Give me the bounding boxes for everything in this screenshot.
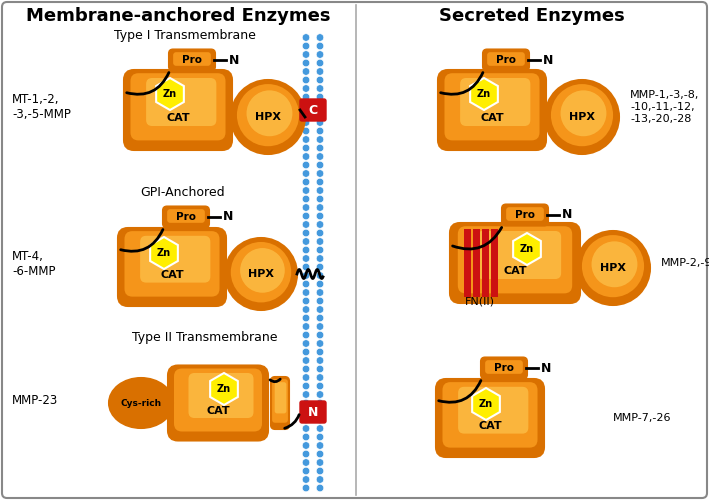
Circle shape: [302, 314, 310, 322]
Text: Pro: Pro: [176, 212, 196, 222]
FancyBboxPatch shape: [271, 377, 289, 429]
FancyBboxPatch shape: [481, 358, 527, 378]
FancyBboxPatch shape: [438, 70, 546, 150]
Circle shape: [316, 288, 324, 296]
Text: HPX: HPX: [248, 269, 274, 279]
Circle shape: [302, 484, 310, 492]
Circle shape: [316, 280, 324, 288]
Ellipse shape: [114, 382, 168, 424]
Circle shape: [302, 76, 310, 84]
Circle shape: [316, 50, 324, 58]
Text: FN(II): FN(II): [465, 297, 495, 307]
Circle shape: [316, 76, 324, 84]
Circle shape: [316, 136, 324, 143]
FancyBboxPatch shape: [124, 70, 232, 150]
Circle shape: [302, 382, 310, 390]
FancyBboxPatch shape: [118, 228, 226, 306]
Circle shape: [316, 433, 324, 441]
Text: Pro: Pro: [496, 55, 516, 65]
Circle shape: [316, 263, 324, 271]
Circle shape: [316, 365, 324, 373]
Circle shape: [302, 408, 310, 416]
Circle shape: [316, 229, 324, 237]
Circle shape: [302, 68, 310, 76]
FancyBboxPatch shape: [502, 204, 548, 226]
Circle shape: [316, 356, 324, 364]
FancyBboxPatch shape: [300, 99, 326, 121]
Circle shape: [302, 42, 310, 50]
Circle shape: [316, 467, 324, 475]
Circle shape: [302, 254, 310, 262]
Circle shape: [240, 248, 285, 292]
Circle shape: [302, 238, 310, 246]
Text: Zn: Zn: [477, 89, 491, 99]
Circle shape: [316, 390, 324, 398]
Circle shape: [302, 102, 310, 110]
Text: C: C: [308, 104, 318, 117]
FancyBboxPatch shape: [168, 366, 268, 440]
Circle shape: [302, 331, 310, 339]
Bar: [472, 229, 479, 297]
Polygon shape: [472, 388, 500, 420]
Circle shape: [316, 297, 324, 305]
Polygon shape: [470, 78, 498, 110]
Circle shape: [302, 424, 310, 432]
Circle shape: [316, 458, 324, 466]
Circle shape: [231, 80, 305, 154]
Text: HPX: HPX: [600, 263, 626, 273]
Text: Cys-rich: Cys-rich: [121, 398, 162, 407]
Circle shape: [302, 450, 310, 458]
Circle shape: [316, 127, 324, 135]
FancyBboxPatch shape: [458, 226, 572, 294]
Text: Membrane-anchored Enzymes: Membrane-anchored Enzymes: [26, 7, 330, 25]
Circle shape: [316, 442, 324, 450]
Circle shape: [302, 144, 310, 152]
Circle shape: [302, 170, 310, 177]
Text: Pro: Pro: [515, 210, 535, 220]
FancyBboxPatch shape: [436, 379, 544, 457]
Text: HPX: HPX: [569, 112, 595, 122]
Circle shape: [316, 484, 324, 492]
Circle shape: [316, 144, 324, 152]
Circle shape: [316, 348, 324, 356]
Circle shape: [316, 408, 324, 416]
Text: Zn: Zn: [217, 384, 231, 394]
Text: Zn: Zn: [163, 89, 177, 99]
Circle shape: [316, 314, 324, 322]
Text: MMP-7,-26: MMP-7,-26: [613, 413, 671, 423]
FancyBboxPatch shape: [189, 373, 254, 418]
Text: N: N: [308, 406, 318, 418]
Circle shape: [316, 322, 324, 330]
Circle shape: [302, 322, 310, 330]
Text: Type II Transmembrane: Type II Transmembrane: [133, 330, 278, 344]
Text: MMP-2,-9: MMP-2,-9: [661, 258, 709, 268]
Circle shape: [316, 42, 324, 50]
Circle shape: [316, 416, 324, 424]
Ellipse shape: [109, 378, 173, 428]
Text: HPX: HPX: [255, 112, 281, 122]
Circle shape: [316, 195, 324, 203]
Circle shape: [302, 272, 310, 280]
Circle shape: [302, 390, 310, 398]
Circle shape: [316, 238, 324, 246]
Circle shape: [316, 68, 324, 76]
Circle shape: [302, 297, 310, 305]
Circle shape: [225, 238, 297, 310]
FancyBboxPatch shape: [460, 78, 530, 126]
Text: Zn: Zn: [520, 244, 534, 254]
Text: N: N: [543, 54, 554, 66]
Circle shape: [316, 374, 324, 382]
Circle shape: [302, 212, 310, 220]
Circle shape: [545, 80, 619, 154]
FancyBboxPatch shape: [173, 52, 211, 66]
Circle shape: [302, 442, 310, 450]
Text: Pro: Pro: [494, 363, 514, 373]
FancyBboxPatch shape: [485, 360, 523, 374]
FancyBboxPatch shape: [130, 73, 225, 140]
Circle shape: [302, 476, 310, 484]
FancyBboxPatch shape: [169, 50, 215, 70]
Ellipse shape: [121, 386, 162, 418]
Circle shape: [302, 152, 310, 160]
FancyBboxPatch shape: [146, 78, 216, 126]
